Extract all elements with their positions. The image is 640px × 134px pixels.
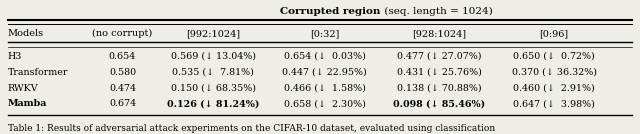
Text: 0.658 (↓  2.30%): 0.658 (↓ 2.30%) — [284, 99, 365, 108]
Text: [992:1024]: [992:1024] — [186, 29, 241, 38]
Text: 0.126 (↓ 81.24%): 0.126 (↓ 81.24%) — [167, 99, 259, 108]
Text: 0.654: 0.654 — [109, 52, 136, 61]
Text: Table 1: Results of adversarial attack experiments on the CIFAR-10 dataset, eval: Table 1: Results of adversarial attack e… — [8, 124, 495, 133]
Text: Transformer: Transformer — [8, 68, 68, 77]
Text: Mamba: Mamba — [8, 99, 47, 108]
Text: [0:32]: [0:32] — [310, 29, 339, 38]
Text: [0:96]: [0:96] — [540, 29, 569, 38]
Text: 0.098 (↓ 85.46%): 0.098 (↓ 85.46%) — [394, 99, 486, 108]
Text: 0.535 (↓  7.81%): 0.535 (↓ 7.81%) — [172, 68, 254, 77]
Text: 0.474: 0.474 — [109, 83, 136, 92]
Text: 0.650 (↓  0.72%): 0.650 (↓ 0.72%) — [513, 52, 595, 61]
Text: 0.580: 0.580 — [109, 68, 136, 77]
Text: 0.477 (↓ 27.07%): 0.477 (↓ 27.07%) — [397, 52, 482, 61]
Text: Models: Models — [8, 29, 44, 38]
Text: 0.569 (↓ 13.04%): 0.569 (↓ 13.04%) — [171, 52, 256, 61]
Text: H3: H3 — [8, 52, 22, 61]
Text: 0.674: 0.674 — [109, 99, 136, 108]
Text: 0.150 (↓ 68.35%): 0.150 (↓ 68.35%) — [171, 83, 256, 92]
Text: Corrupted region: Corrupted region — [280, 7, 381, 16]
Text: (seq. length = 1024): (seq. length = 1024) — [381, 7, 492, 16]
Text: 0.431 (↓ 25.76%): 0.431 (↓ 25.76%) — [397, 68, 482, 77]
Text: 0.370 (↓ 36.32%): 0.370 (↓ 36.32%) — [511, 68, 596, 77]
Text: [928:1024]: [928:1024] — [412, 29, 467, 38]
Text: 0.647 (↓  3.98%): 0.647 (↓ 3.98%) — [513, 99, 595, 108]
Text: 0.466 (↓  1.58%): 0.466 (↓ 1.58%) — [284, 83, 365, 92]
Text: (no corrupt): (no corrupt) — [92, 29, 152, 38]
Text: 0.460 (↓  2.91%): 0.460 (↓ 2.91%) — [513, 83, 595, 92]
Text: 0.138 (↓ 70.88%): 0.138 (↓ 70.88%) — [397, 83, 482, 92]
Text: 0.654 (↓  0.03%): 0.654 (↓ 0.03%) — [284, 52, 365, 61]
Text: RWKV: RWKV — [8, 83, 38, 92]
Text: 0.447 (↓ 22.95%): 0.447 (↓ 22.95%) — [282, 68, 367, 77]
